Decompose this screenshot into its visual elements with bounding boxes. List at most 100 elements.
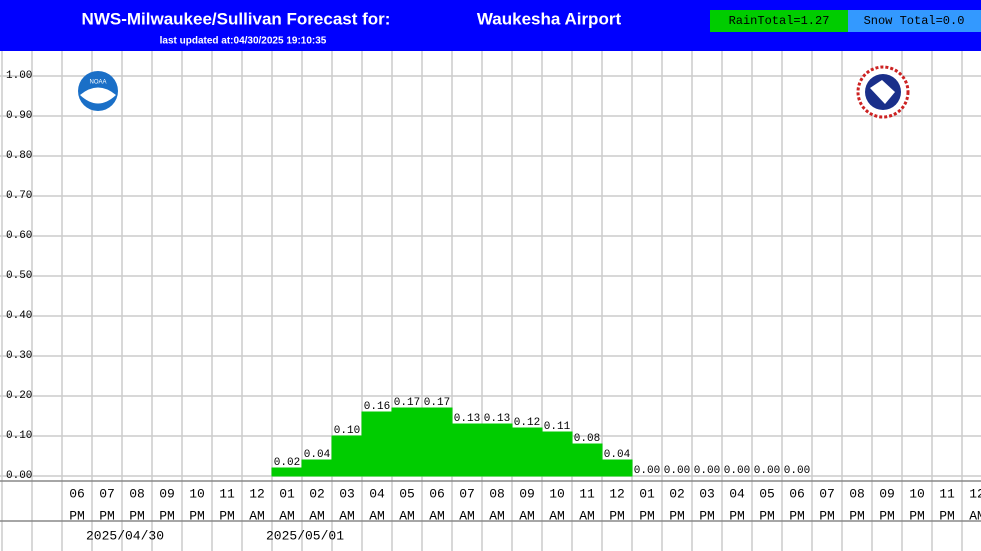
x-tick-period: PM	[729, 508, 745, 523]
x-tick-period: AM	[339, 508, 355, 523]
noaa-logo: NOAA	[78, 71, 118, 111]
x-tick-label: 11	[939, 486, 955, 501]
y-tick-label: 0.50	[6, 270, 32, 282]
x-tick-label: 03	[339, 486, 355, 501]
snow-total: Snow Total=0.0	[864, 14, 965, 28]
x-tick-label: 12	[609, 486, 625, 501]
x-tick-period: AM	[549, 508, 565, 523]
value-label: 0.00	[754, 465, 780, 477]
chart-title: NWS-Milwaukee/Sullivan Forecast for:	[82, 9, 391, 28]
x-tick-period: AM	[519, 508, 535, 523]
x-tick-period: AM	[579, 508, 595, 523]
x-tick-label: 06	[69, 486, 85, 501]
bar	[421, 407, 453, 477]
x-tick-period: AM	[969, 508, 981, 523]
x-tick-label: 09	[879, 486, 895, 501]
x-tick-period: PM	[99, 508, 115, 523]
x-tick-label: 04	[369, 486, 385, 501]
y-tick-label: 0.90	[6, 110, 32, 122]
bar	[331, 435, 363, 477]
value-label: 0.16	[364, 401, 390, 413]
y-tick-label: 0.40	[6, 310, 32, 322]
snow-box	[848, 10, 981, 32]
bar	[451, 423, 483, 477]
value-label: 0.00	[784, 465, 810, 477]
x-tick-label: 10	[909, 486, 925, 501]
y-tick-label: 1.00	[6, 70, 32, 82]
x-tick-period: PM	[699, 508, 715, 523]
x-tick-label: 12	[249, 486, 265, 501]
x-tick-period: PM	[879, 508, 895, 523]
location: Waukesha Airport	[477, 9, 622, 28]
x-tick-period: PM	[129, 508, 145, 523]
value-label: 0.00	[724, 465, 750, 477]
x-tick-label: 12	[969, 486, 981, 501]
x-tick-period: AM	[459, 508, 475, 523]
date-label: 2025/04/30	[86, 528, 164, 543]
x-tick-period: AM	[429, 508, 445, 523]
x-tick-period: PM	[69, 508, 85, 523]
bar	[301, 459, 333, 477]
y-tick-label: 0.00	[6, 470, 32, 482]
x-tick-period: AM	[249, 508, 265, 523]
x-tick-label: 10	[549, 486, 565, 501]
y-tick-label: 0.30	[6, 350, 32, 362]
bar	[391, 407, 423, 477]
x-tick-period: AM	[489, 508, 505, 523]
svg-text:NOAA: NOAA	[89, 80, 106, 86]
value-label: 0.12	[514, 417, 540, 429]
x-tick-label: 07	[99, 486, 115, 501]
subtitle: last updated at:04/30/2025 19:10:35	[160, 36, 327, 47]
bar	[541, 431, 573, 477]
value-label: 0.08	[574, 433, 600, 445]
x-tick-label: 02	[309, 486, 325, 501]
x-tick-label: 07	[819, 486, 835, 501]
value-label: 0.00	[664, 465, 690, 477]
x-tick-label: 01	[279, 486, 295, 501]
bar	[511, 427, 543, 477]
x-tick-label: 01	[639, 486, 655, 501]
date-label: 2025/05/01	[266, 528, 344, 543]
bar	[271, 467, 303, 477]
value-label: 0.02	[274, 457, 300, 469]
x-tick-period: PM	[759, 508, 775, 523]
x-tick-period: PM	[159, 508, 175, 523]
rain-box	[710, 10, 848, 32]
x-tick-period: PM	[789, 508, 805, 523]
y-tick-label: 0.60	[6, 230, 32, 242]
x-tick-label: 08	[489, 486, 505, 501]
x-tick-label: 08	[129, 486, 145, 501]
x-tick-label: 03	[699, 486, 715, 501]
value-label: 0.17	[394, 397, 420, 409]
value-label: 0.00	[694, 465, 720, 477]
grid: 0.00 0.10 0.20 0.30 0.40 0.50 0.60 0.70 0.80 0.90…	[0, 51, 981, 551]
bar	[571, 443, 603, 477]
value-label: 0.13	[454, 413, 480, 425]
x-tick-label: 09	[519, 486, 535, 501]
x-tick-period: AM	[399, 508, 415, 523]
value-label: 0.04	[304, 449, 331, 461]
x-tick-period: PM	[669, 508, 685, 523]
x-tick-period: PM	[909, 508, 925, 523]
x-tick-label: 06	[789, 486, 805, 501]
value-label: 0.00	[634, 465, 660, 477]
value-label: 0.04	[604, 449, 631, 461]
x-tick-period: PM	[219, 508, 235, 523]
x-tick-period: AM	[369, 508, 385, 523]
x-tick-period: PM	[609, 508, 625, 523]
bar	[481, 423, 513, 477]
x-tick-label: 11	[579, 486, 595, 501]
x-tick-label: 08	[849, 486, 865, 501]
x-tick-label: 07	[459, 486, 475, 501]
x-tick-label: 10	[189, 486, 205, 501]
value-label: 0.11	[544, 421, 571, 433]
y-tick-label: 0.20	[6, 390, 32, 402]
bar	[361, 411, 393, 477]
x-tick-label: 02	[669, 486, 685, 501]
x-tick-period: PM	[189, 508, 205, 523]
marks: 06 PM 07 PM 08 PM 09 PM 10 PM 11 PM 12 AM 01 AM 0.02 02 AM…	[69, 397, 981, 544]
value-label: 0.10	[334, 425, 360, 437]
x-tick-label: 04	[729, 486, 745, 501]
x-tick-label: 11	[219, 486, 235, 501]
